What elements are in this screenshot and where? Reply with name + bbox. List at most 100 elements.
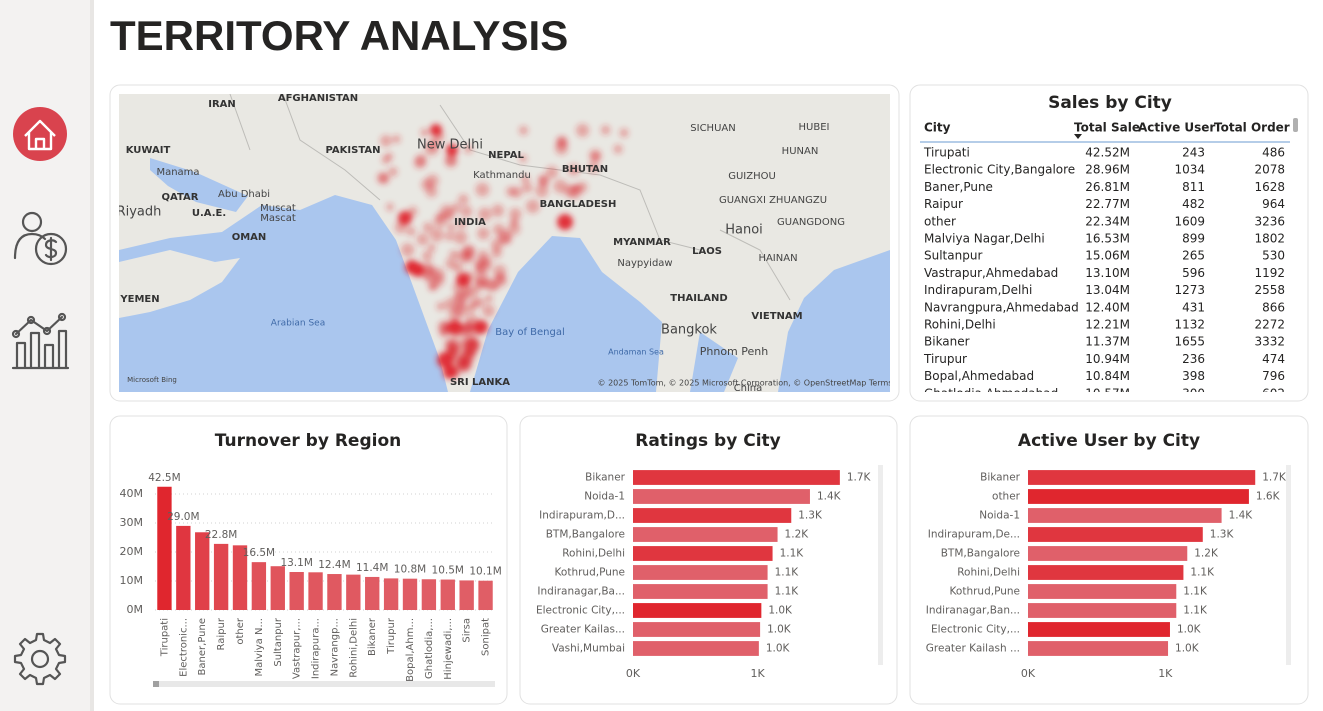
table-cell: 866 [1262,300,1285,314]
heat-dot [482,279,492,289]
bar [1028,603,1177,618]
heat-dot [392,134,401,144]
table-cell: Tirupur [923,352,967,366]
heat-dot [465,347,475,357]
data-label: 1.0K [767,624,792,636]
map-label: GUANGDONG [777,217,845,228]
bar [383,578,399,610]
analysis-button[interactable] [11,312,70,370]
chart-title: Active User by City [1018,431,1200,451]
table-cell: 26.81M [1085,180,1130,194]
table-cell: 10.94M [1085,352,1130,366]
data-label: 1.3K [798,510,823,522]
bar [459,580,474,610]
x-tick-label: Sonipat [481,618,492,656]
y-tick-label: BTM,Bangalore [546,529,625,541]
map-label: YEMEN [119,294,159,305]
heat-dot [509,207,522,221]
heat-dot [453,262,464,273]
bar [1028,470,1256,485]
map[interactable]: IRAN AFGHANISTAN PAKISTAN KUWAIT Manama QATAR… [117,93,893,394]
heat-dot [538,174,548,185]
bar [308,572,323,610]
table-cell: 236 [1182,352,1205,366]
data-label: 1.3K [1210,529,1235,541]
map-label: Kathmandu [473,170,531,181]
heat-dot [492,223,505,236]
data-label: 1.0K [1177,624,1202,636]
h-scrollbar-thumb[interactable] [153,681,159,687]
bar [157,486,172,610]
map-label: China [734,383,763,394]
heat-dot [477,227,490,240]
y-tick-label: Greater Kailash ... [926,643,1020,655]
y-tick-label: Noida-1 [584,491,625,503]
map-label: KUWAIT [126,145,171,156]
y-tick-label: Electronic City,... [536,605,625,617]
heat-dot [444,231,454,241]
heat-dot [430,228,444,242]
x-tick-label: Ghatlodia,... [424,618,435,679]
heat-dot [423,272,432,281]
v-scrollbar[interactable] [878,465,883,665]
x-tick-label: Raipur [216,617,227,650]
x-tick-label: Bikaner [367,617,378,656]
v-scrollbar[interactable] [1286,465,1291,665]
x-tick-label: 1K [1158,667,1173,680]
sort-arrow[interactable] [1074,134,1082,139]
home-button[interactable] [13,107,67,161]
heat-dot [458,354,469,365]
map-label: Naypyidaw [617,258,672,269]
heat-dot [474,297,485,308]
map-label: Manama [156,167,199,178]
y-tick-label: other [992,491,1021,503]
heat-dot [465,286,478,300]
table-cell: 42.52M [1085,146,1130,160]
table-cell: 398 [1182,369,1205,383]
heat-dot [433,274,445,286]
table-cell: 243 [1182,146,1205,160]
table-cell: Malviya Nagar,Delhi [924,232,1045,246]
south-china-sea [778,250,890,392]
table-cell: Sultanpur [924,249,982,263]
data-label: 1.0K [768,605,793,617]
heat-dot [554,141,568,155]
map-label: MYANMAR [613,237,671,248]
y-tick-label: Kothrud,Pune [950,586,1020,598]
table-cell: 486 [1262,146,1285,160]
bar [1028,508,1222,523]
map-label: Arabian Sea [271,319,325,329]
heat-dot [421,250,433,262]
bar [1028,641,1169,656]
heat-dot [613,144,623,154]
turnover-card [109,415,508,705]
y-tick-label: 0M [127,603,144,616]
table-cell: Electronic City,Bangalore [924,163,1075,177]
map-label: NEPAL [488,150,524,161]
h-scrollbar[interactable] [153,681,495,687]
table-cell: 899 [1182,232,1205,246]
y-tick-label: Kothrud,Pune [555,567,625,579]
heat-dot [455,289,469,303]
y-tick-label: 20M [120,545,144,558]
settings-button[interactable] [13,632,67,686]
arabia-land [119,250,240,318]
x-tick-label: Tirupati [159,618,170,657]
table-cell: 11.37M [1085,335,1130,349]
table-scrollbar[interactable] [1293,118,1298,132]
heat-dot [416,233,429,246]
sales-button[interactable] [13,211,68,266]
x-tick-label: Navrangp... [329,618,340,676]
table-cell: 28.96M [1085,163,1130,177]
heat-dot [474,320,488,334]
bar [213,543,229,610]
map-label: Muscat [260,203,296,214]
bar [478,580,493,610]
table-cell: 596 [1182,266,1205,280]
gulf-of-thailand [690,332,738,392]
heat-dot [439,328,449,338]
table-cell: 13.10M [1085,266,1130,280]
data-label: 10.8M [394,564,426,576]
table-cell: Rohini,Delhi [924,318,996,332]
bar [365,576,380,610]
